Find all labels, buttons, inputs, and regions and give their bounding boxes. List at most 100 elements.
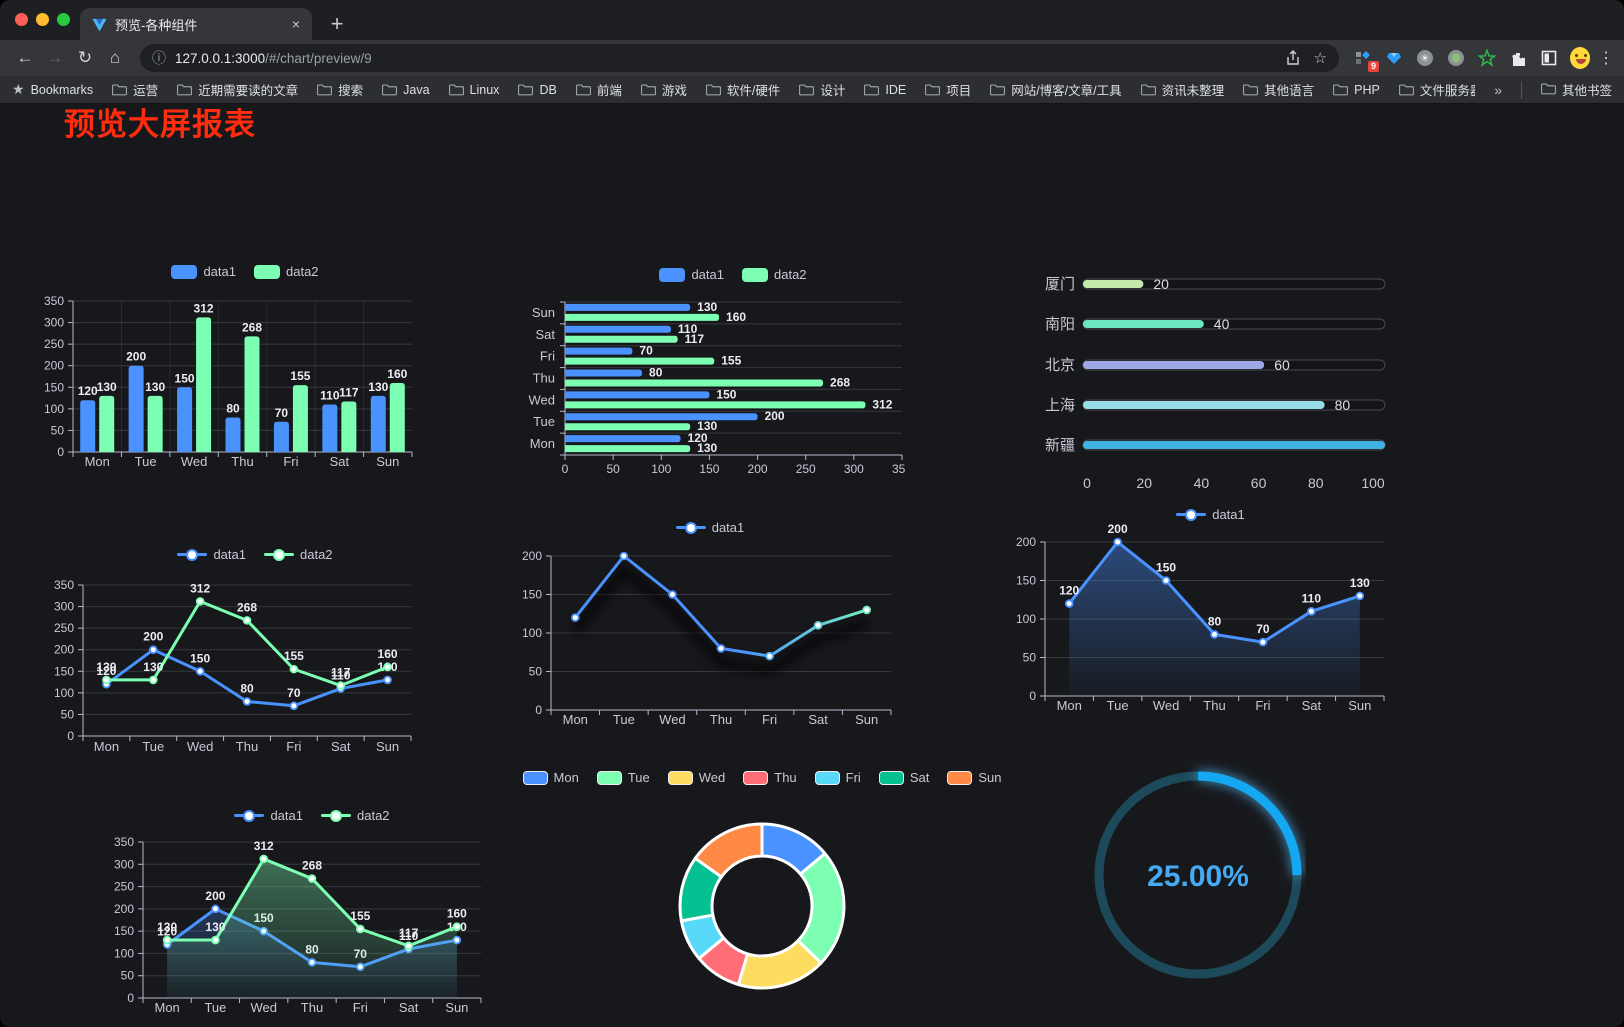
point-data2-Wed[interactable] xyxy=(195,597,205,606)
bookmark-folder-item[interactable]: 文件服务器 xyxy=(1398,80,1475,99)
bookmark-folder-item[interactable]: 软件/硬件 xyxy=(705,80,780,99)
bar-data2-Wed[interactable] xyxy=(196,317,212,452)
point-data1-Mon[interactable] xyxy=(570,613,580,622)
hbar-data2-Sat[interactable] xyxy=(565,335,678,343)
point-data1-Sat[interactable] xyxy=(1307,607,1316,616)
chart-progress-bars[interactable]: 厦门20南阳40北京60上海80新疆100020406080100 xyxy=(1040,254,1390,494)
hbar-data2-Sun[interactable] xyxy=(565,313,720,321)
point-data1-Wed[interactable] xyxy=(1161,576,1171,585)
forward-button[interactable]: → xyxy=(46,48,64,67)
point-data2-Fri[interactable] xyxy=(355,924,365,934)
point-data1-Fri[interactable] xyxy=(1258,637,1268,647)
bar-data1-Sat[interactable] xyxy=(322,404,338,452)
point-data1-Tue[interactable] xyxy=(619,551,629,561)
hbar-data2-Fri[interactable] xyxy=(565,357,715,365)
bar-data1-Fri[interactable] xyxy=(273,421,289,452)
bookmark-star-icon[interactable]: ☆ xyxy=(1313,50,1327,67)
hbar-data1-Sun[interactable] xyxy=(565,303,691,311)
chart-area-single[interactable]: 0 50 100 150 200 Mon Tue Wed Thu Fri Sat Sun 120 200 1… xyxy=(985,499,1390,719)
hbar-data2-Wed[interactable] xyxy=(565,401,866,409)
hbar-data1-Wed[interactable] xyxy=(565,391,710,399)
point-data2-Thu[interactable] xyxy=(242,616,252,625)
chart-line-gradient[interactable]: 0 50 100 150 200 Mon Tue Wed Thu Fri Sat Sun data1 xyxy=(500,504,900,736)
point-data2-Thu[interactable] xyxy=(307,874,317,883)
bookmark-folder-item[interactable]: 近期需要读的文章 xyxy=(177,80,298,99)
point-data1-Fri[interactable] xyxy=(765,651,774,661)
hbar-data1-Mon[interactable] xyxy=(565,435,681,443)
bookmark-folder-item[interactable]: Java xyxy=(382,80,430,99)
point-data2-Fri[interactable] xyxy=(289,664,299,674)
bar-data1-Mon[interactable] xyxy=(80,400,96,452)
point-data1-Tue[interactable] xyxy=(148,645,158,655)
progress-fill-新疆[interactable] xyxy=(1083,441,1385,449)
point-data1-Mon[interactable] xyxy=(1064,599,1074,608)
browser-menu-icon[interactable]: ⋮ xyxy=(1598,50,1614,67)
bar-data2-Sat[interactable] xyxy=(341,401,357,452)
bar-data2-Tue[interactable] xyxy=(147,395,163,452)
bookmark-folder-item[interactable]: 游戏 xyxy=(640,80,687,99)
hbar-data1-Sat[interactable] xyxy=(565,325,671,333)
bookmark-folder-item[interactable]: 设计 xyxy=(799,80,845,99)
progress-fill-南阳[interactable] xyxy=(1083,320,1204,328)
bar-data1-Wed[interactable] xyxy=(177,387,193,452)
point-data1-Sun[interactable] xyxy=(862,605,872,615)
bookmark-folder-item[interactable]: 项目 xyxy=(925,80,971,99)
point-data2-Mon[interactable] xyxy=(162,935,172,945)
hbar-data2-Tue[interactable] xyxy=(565,423,691,431)
bookmarks-manager-item[interactable]: ★ Bookmarks xyxy=(12,81,94,97)
point-data1-Wed[interactable] xyxy=(195,666,205,676)
share-icon[interactable] xyxy=(1286,50,1300,66)
point-data1-Sun[interactable] xyxy=(1355,591,1365,601)
point-data1-Thu[interactable] xyxy=(1210,630,1219,639)
bookmark-folder-item[interactable]: 搜索 xyxy=(317,80,363,99)
point-data1-Sun[interactable] xyxy=(383,675,392,685)
extension-snowflake-icon[interactable]: ✳ xyxy=(1415,48,1435,68)
bar-data1-Tue[interactable] xyxy=(128,365,144,452)
point-data1-Thu[interactable] xyxy=(716,644,726,653)
bar-data2-Sun[interactable] xyxy=(389,382,405,452)
extension-gem-icon[interactable] xyxy=(1384,48,1404,68)
hbar-data2-Mon[interactable] xyxy=(565,445,691,453)
point-data1-Wed[interactable] xyxy=(668,590,677,599)
point-data2-Wed[interactable] xyxy=(259,854,269,864)
chart-donut[interactable]: Mon Tue Wed Thu Fri Sat Sun xyxy=(522,764,1001,999)
hbar-data2-Thu[interactable] xyxy=(565,379,824,387)
traffic-light-zoom[interactable] xyxy=(57,13,70,26)
extension-record-icon[interactable] xyxy=(1446,48,1466,68)
reload-button[interactable]: ↻ xyxy=(77,48,93,67)
bookmark-folder-item[interactable]: 运营 xyxy=(112,80,158,99)
point-data2-Sun[interactable] xyxy=(452,922,462,931)
bookmark-folder-item[interactable]: 前端 xyxy=(575,80,622,99)
bar-data1-Sun[interactable] xyxy=(370,395,386,452)
page-info-icon[interactable]: ⓘ xyxy=(152,50,166,66)
point-data2-Sun[interactable] xyxy=(383,662,392,672)
point-data2-Mon[interactable] xyxy=(102,675,111,685)
bar-data2-Mon[interactable] xyxy=(99,395,115,452)
chart-line-two-series[interactable]: 0 50 100 150 200 250 300 350 Mon Tue Wed Thu Fri Sat S… xyxy=(40,539,420,774)
progress-fill-上海[interactable] xyxy=(1083,401,1325,409)
extension-grid-icon[interactable]: 9 xyxy=(1353,48,1379,72)
point-data2-Tue[interactable] xyxy=(148,675,158,685)
pie-slice-Sun[interactable] xyxy=(693,822,764,879)
reader-mode-icon[interactable] xyxy=(1539,48,1559,68)
chart-bar-vertical[interactable]: 0 50 100 150 200 250 300 350 Mon Tue Wed Thu Fri Sat S… xyxy=(40,254,460,489)
hbar-data1-Fri[interactable] xyxy=(565,347,633,355)
bookmark-folder-item[interactable]: DB xyxy=(518,80,557,99)
browser-tab[interactable]: 预览-各种组件 × xyxy=(80,8,312,40)
bar-data2-Thu[interactable] xyxy=(244,336,260,452)
hbar-data1-Tue[interactable] xyxy=(565,413,758,421)
bookmark-folder-item[interactable]: Linux xyxy=(448,80,499,99)
home-button[interactable]: ⌂ xyxy=(109,48,121,67)
hbar-data1-Thu[interactable] xyxy=(565,369,643,377)
tab-close-icon[interactable]: × xyxy=(291,16,300,32)
bookmark-folder-item[interactable]: PHP xyxy=(1333,80,1380,99)
extension-puzzle-icon[interactable] xyxy=(1508,48,1528,68)
chart-gauge[interactable]: 25.00% xyxy=(1090,759,1306,981)
bookmarks-overflow-chevron[interactable]: » xyxy=(1494,81,1502,98)
bar-data1-Thu[interactable] xyxy=(225,417,241,452)
profile-avatar[interactable] xyxy=(1570,47,1590,69)
point-data2-Sat[interactable] xyxy=(404,941,413,951)
traffic-light-minimize[interactable] xyxy=(36,13,49,26)
bookmark-folder-item[interactable]: 网站/博客/文章/工具 xyxy=(990,80,1122,99)
